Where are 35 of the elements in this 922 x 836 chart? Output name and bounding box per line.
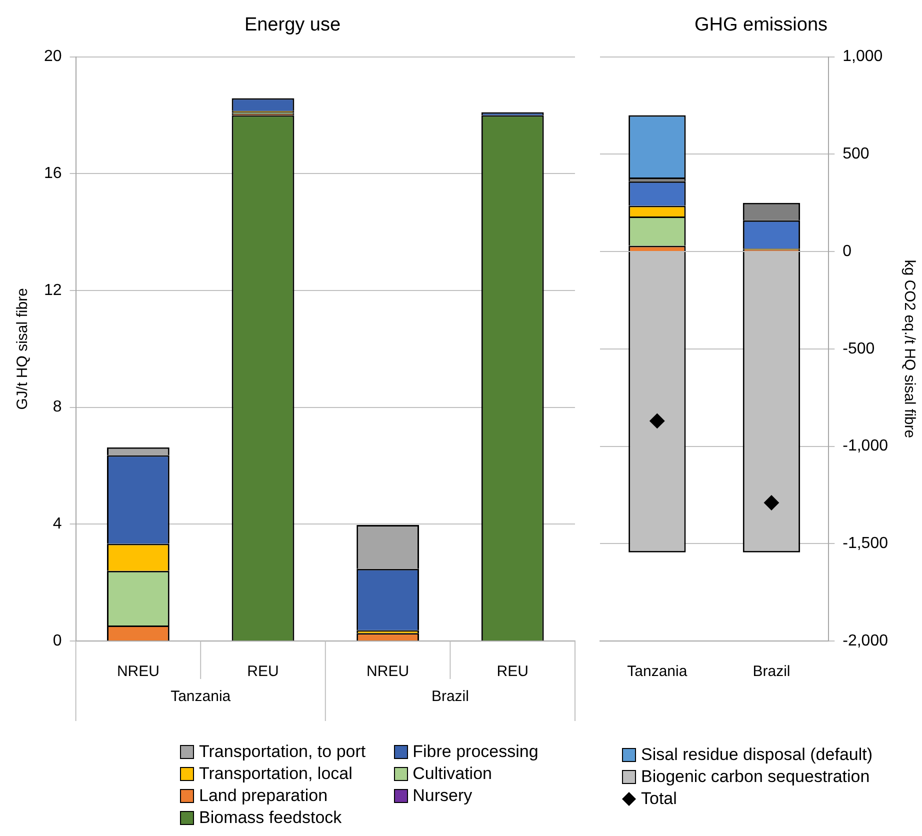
y-axis-title: GJ/t HQ sisal fibre [14,288,32,410]
y2-tick-label: 0 [842,242,852,260]
y2-tick-label: -1,000 [842,438,888,455]
chart-title: Energy use [244,14,341,36]
legend-label: Cultivation [412,764,492,784]
y2-tick-label: -2,000 [842,632,888,650]
text: Tanzania [170,688,232,706]
legend-label: Transportation, to port [199,742,366,762]
legend-label: Land preparation [199,786,328,806]
x-tick-label: REU [496,663,528,680]
legend-label: Fibre processing [412,742,538,762]
y2-tick-label: 500 [842,146,870,163]
y2-tick-label: -1,500 [842,535,888,552]
x-tick-label: NREU [366,663,410,680]
legend-label: Biomass feedstock [199,808,342,828]
chart-title: GHG emissions [694,14,828,36]
x-tick-label: REU [247,663,279,680]
text: Brazil [431,688,469,706]
y-tick-label: 20 [44,48,62,66]
y-tick-label: 16 [44,165,62,182]
y2-tick-label: 1,000 [842,48,883,66]
x-tick-label: Brazil [752,663,790,680]
legend-label: Biogenic carbon sequestration [641,767,870,787]
y-tick-label: 4 [52,516,62,533]
x-tick-label: Tanzania [627,663,688,680]
legend-label: Sisal residue disposal (default) [641,745,873,765]
y2-axis-title: kg CO2 eq./t HQ sisal fibre [900,260,918,438]
legend-label: Total [641,789,677,809]
y2-tick-label: -500 [842,340,875,358]
y-tick-label: 8 [52,398,62,416]
legend-label: Transportation, local [199,764,352,784]
legend-label: Nursery [412,786,472,806]
x-tick-label: NREU [116,663,160,680]
y-tick-label: 0 [52,632,62,650]
y-tick-label: 12 [44,282,62,299]
